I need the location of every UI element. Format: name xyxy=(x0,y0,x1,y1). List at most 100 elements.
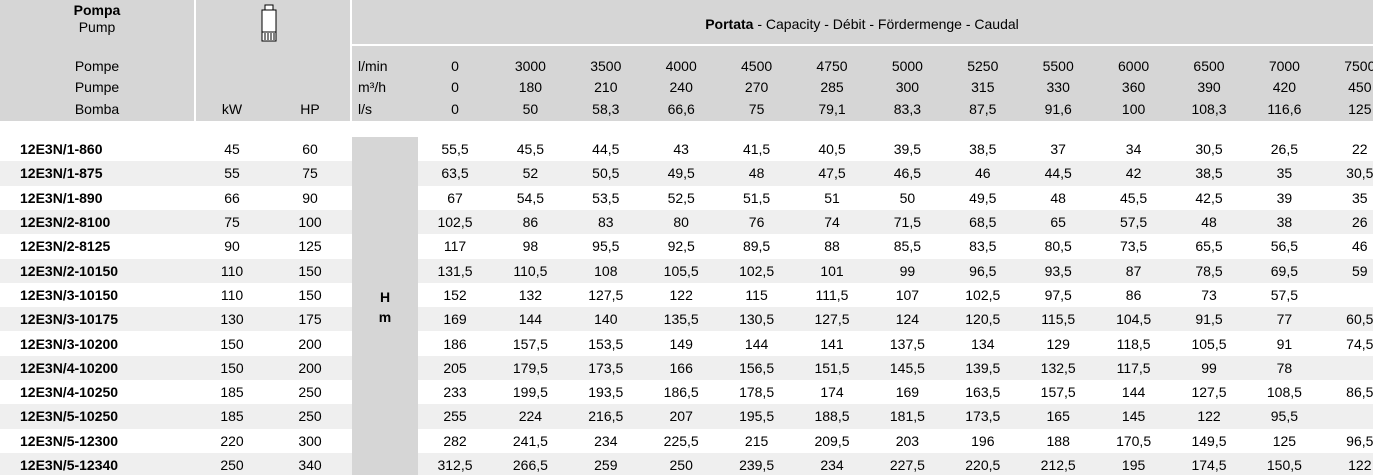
model: 12E3N/5-12340 xyxy=(20,457,119,474)
head-value: 199,5 xyxy=(512,384,548,401)
head-value: 71,5 xyxy=(893,214,922,231)
head-value: 152 xyxy=(443,286,467,303)
head-value: 144 xyxy=(744,335,769,352)
flow-value: 83,3 xyxy=(893,101,922,117)
head-value: 139,5 xyxy=(965,359,1001,376)
pump-label: Bomba xyxy=(74,101,120,117)
row-stripe xyxy=(0,452,1373,475)
head-value: 122 xyxy=(669,286,693,303)
head-value: 108 xyxy=(594,262,618,279)
pump-label: Pump xyxy=(78,19,116,35)
head-value: 46 xyxy=(975,165,991,182)
head-value: 102,5 xyxy=(965,286,1001,303)
head-value: 26,5 xyxy=(1270,141,1299,158)
head-value: 47,5 xyxy=(818,165,846,182)
model: 12E3N/3-10200 xyxy=(20,335,119,352)
head-value: 51 xyxy=(824,189,840,206)
head-value: 38,5 xyxy=(969,141,997,158)
flow-value: 315 xyxy=(971,79,995,95)
head-value: 52,5 xyxy=(667,189,695,206)
head-value: 45,5 xyxy=(1119,189,1148,206)
head-value: 41,5 xyxy=(742,141,771,158)
head-value: 140 xyxy=(594,311,618,328)
head-value: 95,5 xyxy=(1270,408,1299,425)
head-value: 86,5 xyxy=(1346,384,1373,401)
head-value: 83,5 xyxy=(969,238,997,255)
head-value: 134 xyxy=(971,335,995,352)
head-value: 26 xyxy=(1352,214,1368,231)
kw: 220 xyxy=(220,432,244,449)
head-value: 174 xyxy=(820,384,844,401)
head-value: 93,5 xyxy=(1044,262,1072,279)
kw: 185 xyxy=(220,384,244,401)
head-value: 117,5 xyxy=(1116,359,1151,376)
head-value: 130,5 xyxy=(739,311,775,328)
model: 12E3N/2-8100 xyxy=(20,214,111,231)
kw: 130 xyxy=(220,311,244,328)
head-value: 34 xyxy=(1125,141,1142,158)
model: 12E3N/1-875 xyxy=(20,165,103,182)
head-value: 196 xyxy=(971,432,995,449)
flow-value: 3500 xyxy=(590,58,622,74)
row-stripe xyxy=(0,209,1373,235)
head-value: 86 xyxy=(522,214,539,231)
head-value: 91 xyxy=(1276,335,1293,352)
head-value: 118,5 xyxy=(1116,335,1151,352)
head-value: 80,5 xyxy=(1044,238,1072,255)
head-value: 57,5 xyxy=(1270,286,1299,303)
head-unit-column xyxy=(352,137,418,475)
head-value: 216,5 xyxy=(588,408,624,425)
head-value: 69,5 xyxy=(1270,262,1299,279)
head-value: 150,5 xyxy=(1266,457,1302,474)
head-value: 207 xyxy=(669,408,693,425)
flow-value: 300 xyxy=(895,79,920,95)
flow-value: 390 xyxy=(1197,79,1221,95)
head-value: 129 xyxy=(1046,335,1070,352)
head-value: 97,5 xyxy=(1044,286,1072,303)
head-value: 181,5 xyxy=(889,408,925,425)
head-value: 83 xyxy=(598,214,614,231)
head-value: 170,5 xyxy=(1116,432,1152,449)
head-value: 44,5 xyxy=(1044,165,1072,182)
head-value: 50,5 xyxy=(592,165,620,182)
flow-value: 5500 xyxy=(1042,58,1074,74)
head-value: 101 xyxy=(820,262,844,279)
flow-value: 285 xyxy=(820,79,844,95)
flow-value: 4750 xyxy=(816,58,848,74)
hp: 150 xyxy=(298,262,322,279)
hp: 200 xyxy=(298,335,322,352)
pump-label: Pumpe xyxy=(74,79,120,95)
flow-value: 360 xyxy=(1121,79,1146,95)
flow-value: 3000 xyxy=(514,58,546,74)
flow-value: 5000 xyxy=(891,58,923,74)
head-value: 125 xyxy=(1272,432,1297,449)
head-value: 212,5 xyxy=(1040,457,1076,474)
hp: 300 xyxy=(298,432,322,449)
head-value: 98 xyxy=(522,238,539,255)
kw: 150 xyxy=(220,335,244,352)
hp: 175 xyxy=(298,311,322,328)
head-value: 188,5 xyxy=(814,408,850,425)
head-value: 149 xyxy=(669,335,693,352)
head-value: 215 xyxy=(744,432,769,449)
head-value: 37 xyxy=(1050,141,1066,158)
head-value: 44,5 xyxy=(592,141,620,158)
flow-value: 58,3 xyxy=(592,101,620,117)
head-value: 169 xyxy=(443,311,467,328)
flow-value: 87,5 xyxy=(969,101,997,117)
head-value: 86 xyxy=(1125,286,1142,303)
hp: 200 xyxy=(298,359,322,376)
header-band xyxy=(0,0,1373,121)
head-value: 38,5 xyxy=(1195,165,1223,182)
kw: 66 xyxy=(224,189,240,206)
head-value: 43 xyxy=(673,141,689,158)
flow-title-bold: Portata xyxy=(705,16,754,32)
head-value: 49,5 xyxy=(667,165,695,182)
head-value: 78,5 xyxy=(1195,262,1223,279)
head-value: 73,5 xyxy=(1119,238,1148,255)
head-value: 65 xyxy=(1050,214,1066,231)
kw: 45 xyxy=(224,141,240,158)
head-value: 96,5 xyxy=(969,262,997,279)
head-value: 35 xyxy=(1352,189,1368,206)
